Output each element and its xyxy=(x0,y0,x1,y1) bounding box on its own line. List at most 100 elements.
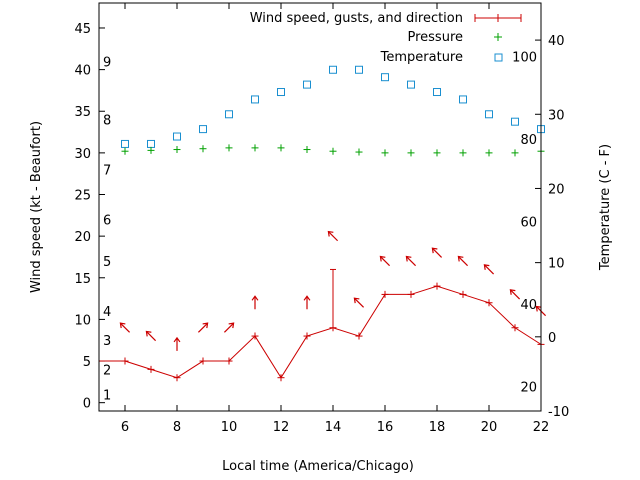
temperature-point xyxy=(407,80,415,89)
beaufort-label: 8 xyxy=(103,114,111,129)
plot-frame xyxy=(98,2,542,412)
beaufort-labels: 1 2 3 4 5 6 7 8 9 xyxy=(103,55,111,403)
arrow-shaft xyxy=(145,331,157,342)
wind-speed-point xyxy=(225,357,233,365)
x-tick-labels: 6 8 10 12 14 16 18 20 22 xyxy=(121,420,549,435)
pressure-point xyxy=(329,147,337,155)
wind-speed-point xyxy=(485,299,493,307)
arrow-head xyxy=(457,255,464,262)
axis-ticks xyxy=(99,3,542,412)
pressure-point xyxy=(511,149,519,157)
pressure-point xyxy=(381,149,389,157)
wind-speed-point xyxy=(251,332,259,340)
right-tick-label: 30 xyxy=(548,108,565,123)
left-tick-label: 45 xyxy=(74,22,91,37)
legend: Wind speed, gusts, and direction Pressur… xyxy=(250,11,522,65)
arrow-head xyxy=(535,305,542,312)
x-tick-label: 8 xyxy=(173,420,181,435)
wind-direction-arrow xyxy=(457,255,469,267)
left-tick-label: 5 xyxy=(83,355,91,370)
pressure-point xyxy=(225,144,233,152)
temperature-point xyxy=(459,95,467,104)
pressure-point xyxy=(407,149,415,157)
fahrenheit-label: 40 xyxy=(520,298,537,313)
pressure-point xyxy=(433,149,441,157)
pressure-series xyxy=(121,144,545,157)
x-tick-label: 18 xyxy=(429,420,446,435)
wind-speed-point xyxy=(173,374,181,382)
fahrenheit-label: 20 xyxy=(520,380,537,395)
right-tick-label: 10 xyxy=(548,257,565,272)
wind-speed-point xyxy=(511,324,519,332)
wind-direction-arrow xyxy=(197,322,209,333)
temperature-point xyxy=(225,110,233,119)
wind-speed-point xyxy=(355,332,363,340)
wind-direction-arrow xyxy=(509,289,521,300)
wind-direction-arrow xyxy=(431,247,443,258)
x-tick-label: 20 xyxy=(481,420,498,435)
arrow-shaft xyxy=(327,231,339,242)
pressure-point xyxy=(121,147,129,155)
right-tick-label: 20 xyxy=(548,182,565,197)
wind-speed-line xyxy=(99,285,542,379)
left-tick-label: 15 xyxy=(74,272,91,287)
temperature-point xyxy=(147,139,155,148)
pressure-point xyxy=(251,144,259,152)
arrow-shaft xyxy=(197,322,209,333)
wind-speed-point xyxy=(147,365,155,373)
temperature-point xyxy=(121,139,129,148)
pressure-point xyxy=(277,144,285,152)
arrow-head xyxy=(483,264,490,270)
legend-temperature-label: Temperature xyxy=(380,50,463,65)
temperature-point xyxy=(511,117,519,126)
beaufort-label: 9 xyxy=(103,55,111,70)
arrow-shaft xyxy=(509,289,521,300)
pressure-point xyxy=(173,146,181,154)
x-axis-label: Local time (America/Chicago) xyxy=(222,459,414,474)
wind-direction-arrow xyxy=(303,295,311,310)
arrow-shaft xyxy=(379,256,391,267)
pressure-point xyxy=(199,145,207,153)
beaufort-label: 6 xyxy=(103,213,111,228)
wind-direction-arrow xyxy=(327,230,339,242)
wind-direction-arrow xyxy=(119,322,131,333)
fahrenheit-labels: 20 40 60 80 100 xyxy=(512,51,537,396)
arrow-head xyxy=(145,330,152,337)
left-tick-label: 20 xyxy=(74,230,91,245)
pressure-point xyxy=(147,146,155,154)
fahrenheit-label: 60 xyxy=(520,215,537,230)
right-tick-label: 0 xyxy=(548,331,556,346)
arrow-shaft xyxy=(119,322,131,333)
pressure-point xyxy=(485,149,493,157)
arrow-shaft xyxy=(483,264,495,275)
pressure-point xyxy=(303,146,311,154)
wind-gust-bar xyxy=(330,268,336,328)
arrow-head xyxy=(379,255,386,262)
beaufort-label: 4 xyxy=(103,305,111,320)
x-tick-label: 6 xyxy=(121,420,129,435)
arrow-head xyxy=(173,336,181,343)
x-tick-label: 10 xyxy=(221,420,238,435)
beaufort-label: 5 xyxy=(103,255,111,270)
wind-speed-point xyxy=(121,357,129,365)
x-tick-label: 22 xyxy=(533,420,550,435)
wind-direction-arrow xyxy=(223,322,235,333)
left-tick-label: 35 xyxy=(74,105,91,120)
arrow-head xyxy=(228,322,235,329)
left-tick-labels: 0 5 10 15 20 25 30 35 40 45 xyxy=(74,22,91,412)
x-tick-label: 12 xyxy=(273,420,290,435)
x-tick-label: 16 xyxy=(377,420,394,435)
beaufort-label: 3 xyxy=(103,334,111,349)
arrow-head xyxy=(353,297,360,304)
temperature-series xyxy=(121,65,545,148)
temperature-point xyxy=(355,65,363,74)
wind-direction-arrow xyxy=(353,297,365,308)
left-tick-label: 25 xyxy=(74,189,91,204)
beaufort-label: 2 xyxy=(103,363,111,378)
pressure-point xyxy=(459,149,467,157)
left-tick-label: 30 xyxy=(74,147,91,162)
arrow-head xyxy=(251,295,259,301)
wind-speed-point xyxy=(433,282,441,290)
arrow-head xyxy=(202,322,209,329)
